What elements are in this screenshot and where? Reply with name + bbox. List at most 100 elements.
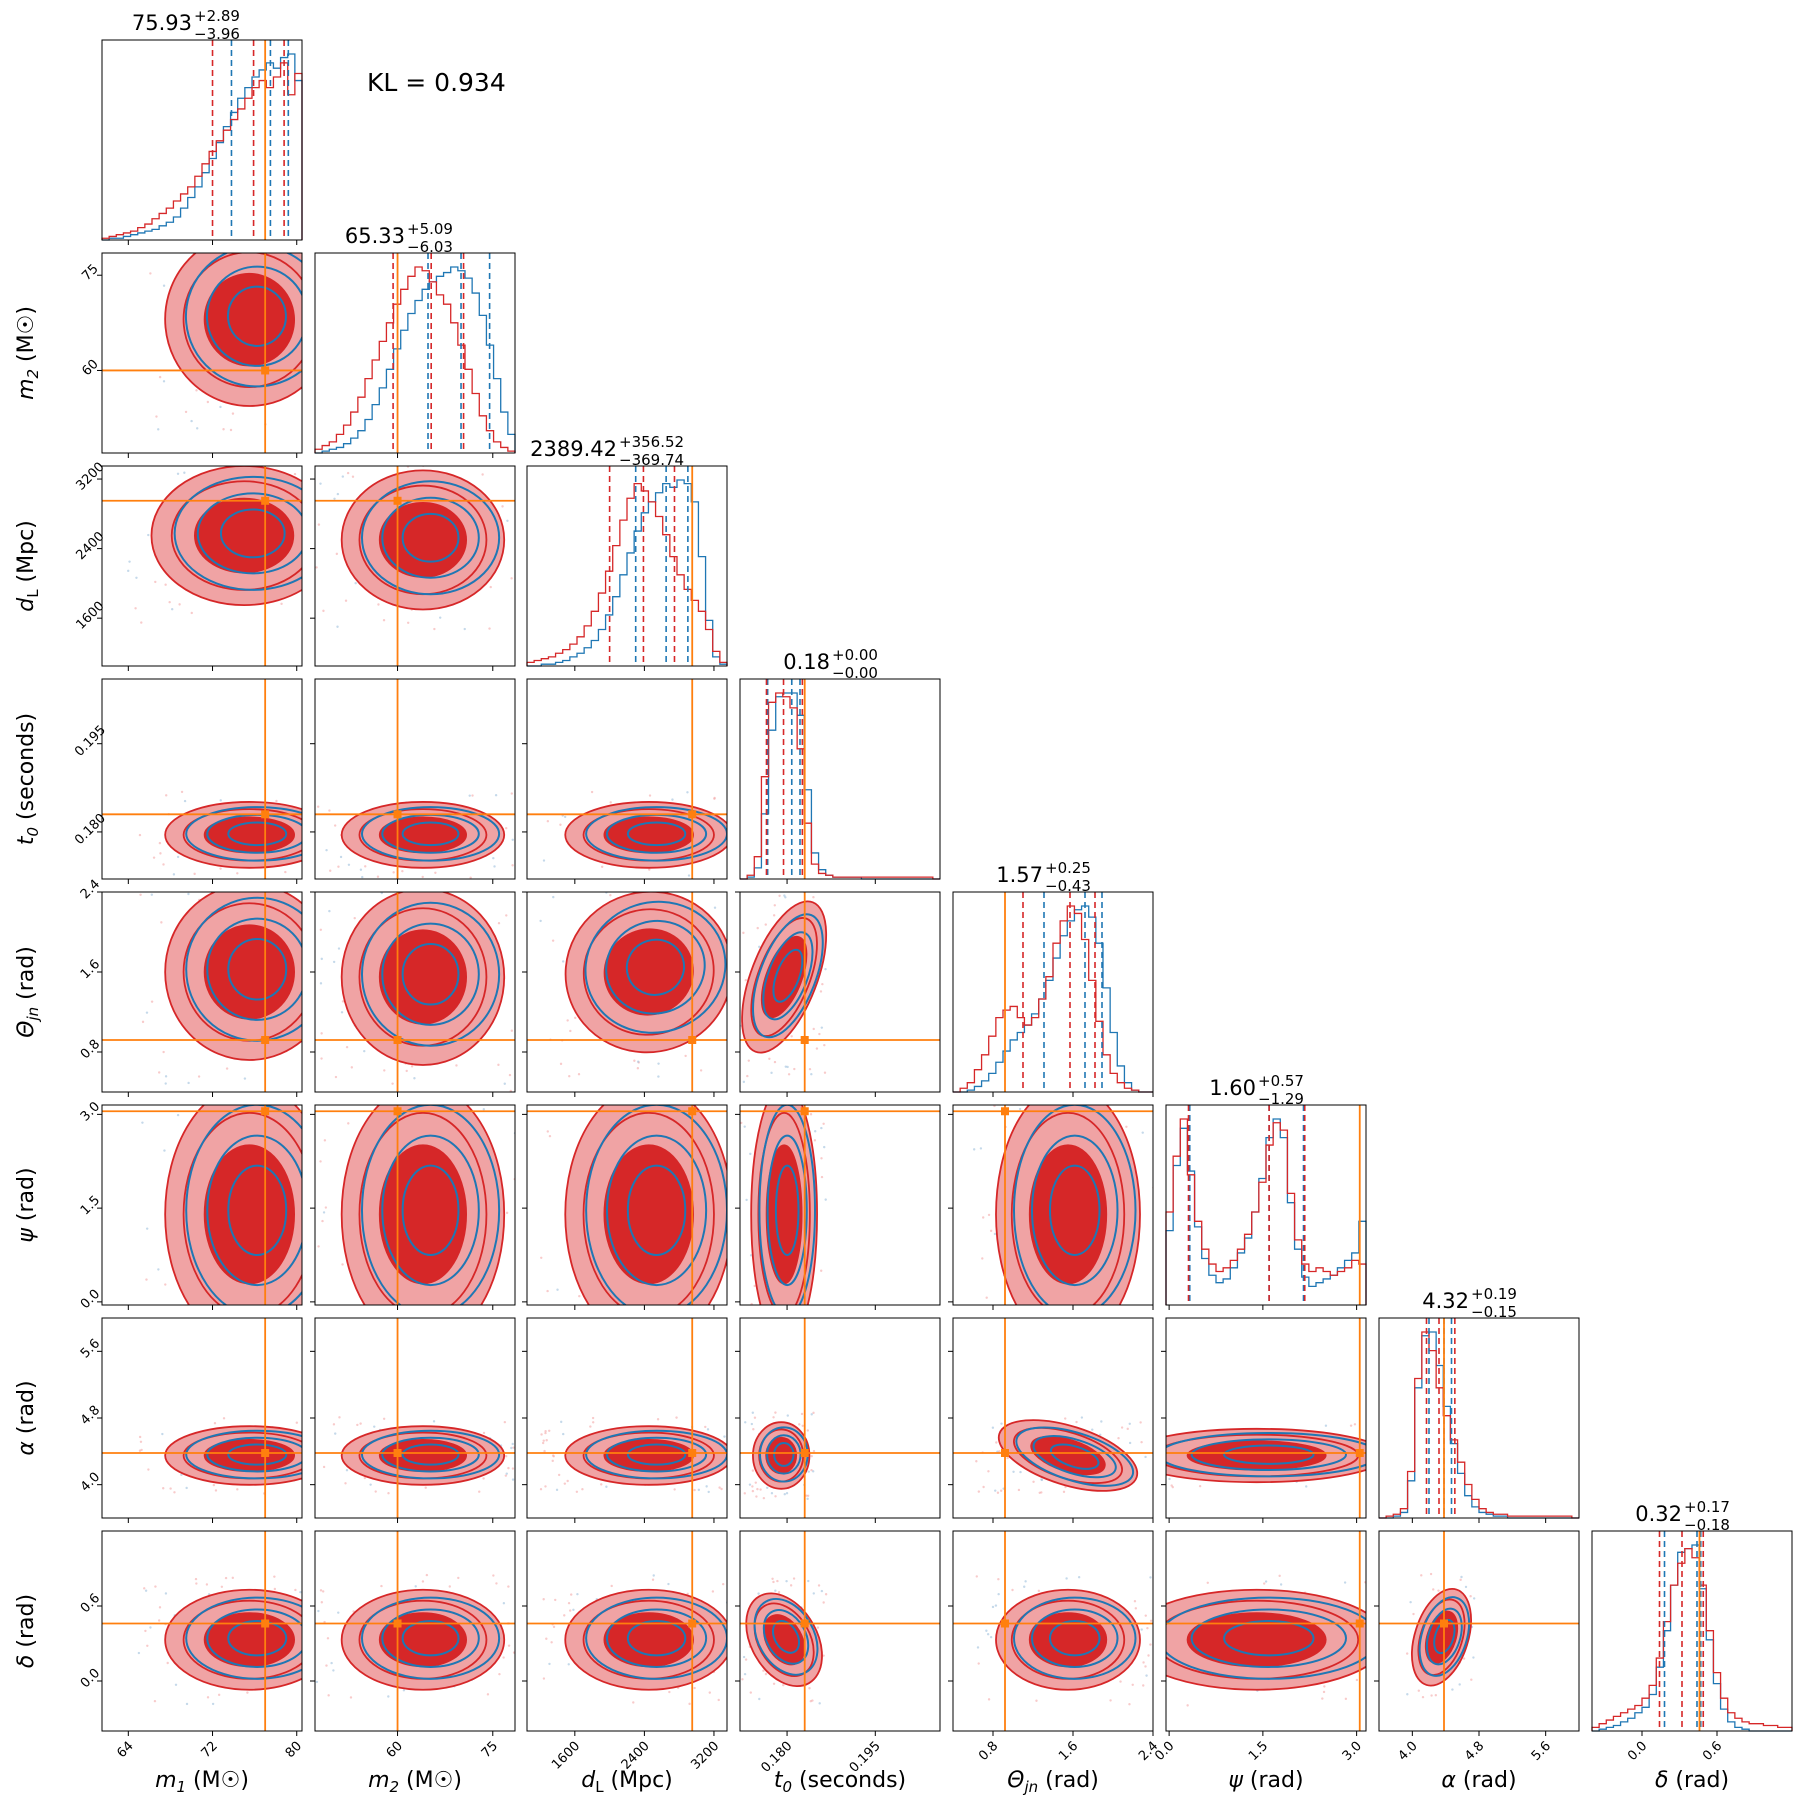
contour-inner-b bbox=[1433, 1618, 1456, 1655]
x-axis-label-m1: m1 (M☉) bbox=[155, 1768, 249, 1796]
sample-point bbox=[243, 1077, 247, 1080]
truth-marker bbox=[688, 1449, 697, 1457]
sample-point bbox=[744, 1421, 747, 1424]
sample-point bbox=[542, 1439, 545, 1442]
contour-mid-b bbox=[766, 1434, 802, 1475]
contour-mid-a bbox=[182, 1111, 302, 1305]
contour-inner-b bbox=[401, 821, 460, 847]
sample-point bbox=[328, 851, 330, 853]
sample-point bbox=[355, 880, 357, 882]
sample-point bbox=[575, 1490, 579, 1494]
sample-point bbox=[636, 1060, 640, 1063]
sample-point bbox=[1458, 1683, 1461, 1686]
sample-point bbox=[382, 619, 386, 622]
sample-point bbox=[1144, 1614, 1147, 1617]
sample-point bbox=[414, 1327, 416, 1329]
sample-point bbox=[369, 1483, 372, 1486]
sample-point bbox=[503, 1420, 507, 1424]
sample-point bbox=[439, 616, 442, 619]
contour-outer-b bbox=[584, 900, 727, 1034]
sample-point bbox=[593, 1095, 595, 1097]
sample-point bbox=[982, 1216, 985, 1219]
sample-point bbox=[1058, 1359, 1060, 1361]
y-tick-label: 0.6 bbox=[78, 1591, 103, 1616]
sample-point bbox=[474, 873, 476, 875]
diag-panel-m1: 75.93 +2.89−3.96 bbox=[101, 7, 303, 241]
sample-point bbox=[810, 1413, 813, 1416]
sample-point bbox=[1120, 1436, 1122, 1438]
sample-point bbox=[1321, 1697, 1324, 1700]
sample-point bbox=[799, 1093, 801, 1095]
sample-point bbox=[527, 846, 529, 848]
sample-point bbox=[632, 1701, 635, 1704]
sample-point bbox=[813, 1139, 817, 1142]
sample-point bbox=[697, 1488, 701, 1492]
sample-point bbox=[1113, 1372, 1115, 1374]
sample-point bbox=[347, 1077, 349, 1079]
sample-point bbox=[153, 1699, 157, 1703]
sample-point bbox=[815, 1047, 819, 1050]
x-tick-label: 75 bbox=[479, 1739, 501, 1761]
panel-m2-delta bbox=[314, 1530, 516, 1732]
sample-point bbox=[341, 1000, 345, 1003]
sample-point bbox=[345, 1469, 349, 1472]
sample-point bbox=[333, 1457, 335, 1459]
summary-minus-psi: −1.29 bbox=[1258, 1090, 1304, 1108]
sample-point bbox=[214, 1489, 218, 1492]
sample-point bbox=[539, 1067, 541, 1069]
sample-point bbox=[353, 1100, 355, 1102]
sample-point bbox=[161, 1432, 164, 1436]
sample-point bbox=[734, 1349, 736, 1351]
sample-point bbox=[808, 1067, 812, 1071]
sample-point bbox=[482, 1431, 486, 1435]
sample-point bbox=[210, 1054, 212, 1056]
sample-point bbox=[138, 223, 140, 225]
sample-point bbox=[807, 1579, 810, 1583]
sample-point bbox=[326, 1637, 330, 1640]
sample-point bbox=[332, 1218, 334, 1220]
sample-point bbox=[308, 1045, 310, 1047]
sample-point bbox=[822, 1122, 825, 1125]
sample-point bbox=[327, 1694, 330, 1697]
contour-inner-b bbox=[1223, 1620, 1315, 1657]
x-tick-label: 60 bbox=[384, 1739, 406, 1761]
sample-point bbox=[672, 1350, 674, 1352]
sample-point bbox=[312, 1330, 314, 1332]
sample-point bbox=[355, 283, 357, 285]
sample-point bbox=[973, 1326, 975, 1328]
sample-point bbox=[1150, 1423, 1152, 1425]
sample-point bbox=[1042, 1371, 1044, 1373]
sample-point bbox=[1077, 1576, 1081, 1579]
contour-mid-b bbox=[606, 1608, 708, 1668]
sample-point bbox=[413, 1077, 416, 1080]
summary-median-thetajn: 1.57 bbox=[996, 863, 1043, 887]
contour-inner-b bbox=[401, 1164, 460, 1256]
contour-outer-b bbox=[185, 1596, 302, 1680]
sample-point bbox=[327, 853, 329, 855]
sample-point bbox=[652, 1574, 655, 1577]
sample-point bbox=[806, 1494, 810, 1497]
sample-point bbox=[1344, 1697, 1348, 1701]
sample-point bbox=[446, 1381, 448, 1383]
sample-point bbox=[364, 865, 367, 868]
sample-point bbox=[679, 1070, 681, 1072]
sample-point bbox=[1355, 1678, 1359, 1682]
sample-point bbox=[742, 1655, 746, 1659]
sample-point bbox=[186, 1059, 188, 1061]
x-axis-label-m2: m2 (M☉) bbox=[368, 1768, 462, 1796]
sample-point bbox=[1012, 1470, 1015, 1474]
sample-point bbox=[976, 1079, 978, 1081]
contour-mid-b bbox=[196, 492, 302, 575]
sample-point bbox=[350, 318, 352, 320]
sample-point bbox=[1421, 1470, 1423, 1472]
sample-point bbox=[1009, 1076, 1011, 1078]
sample-point bbox=[668, 1690, 671, 1694]
sample-point bbox=[180, 882, 182, 884]
sample-point bbox=[1383, 1439, 1385, 1441]
sample-point bbox=[521, 826, 523, 828]
sample-point bbox=[315, 1680, 319, 1684]
sample-point bbox=[254, 1383, 256, 1385]
panel-frame bbox=[952, 1104, 1154, 1306]
sample-point bbox=[783, 1493, 786, 1496]
sample-point bbox=[176, 1113, 180, 1117]
